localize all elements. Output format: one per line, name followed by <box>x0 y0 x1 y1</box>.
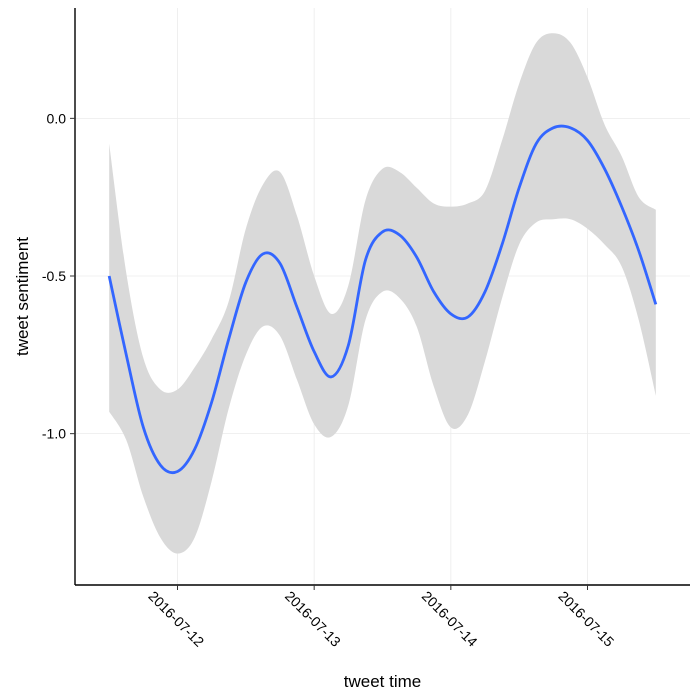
y-tick-label: -0.5 <box>42 268 66 284</box>
y-tick-label: -1.0 <box>42 426 66 442</box>
confidence-ribbon <box>109 33 656 554</box>
y-tick-label: 0.0 <box>47 110 67 126</box>
y-axis-title: tweet sentiment <box>13 237 32 356</box>
x-axis-title: tweet time <box>344 672 421 691</box>
x-tick-label: 2016-07-12 <box>145 588 207 650</box>
x-tick-label: 2016-07-14 <box>419 588 481 650</box>
trend-line <box>107 124 658 475</box>
x-tick-label: 2016-07-13 <box>282 588 344 650</box>
x-tick-label: 2016-07-15 <box>555 588 617 650</box>
